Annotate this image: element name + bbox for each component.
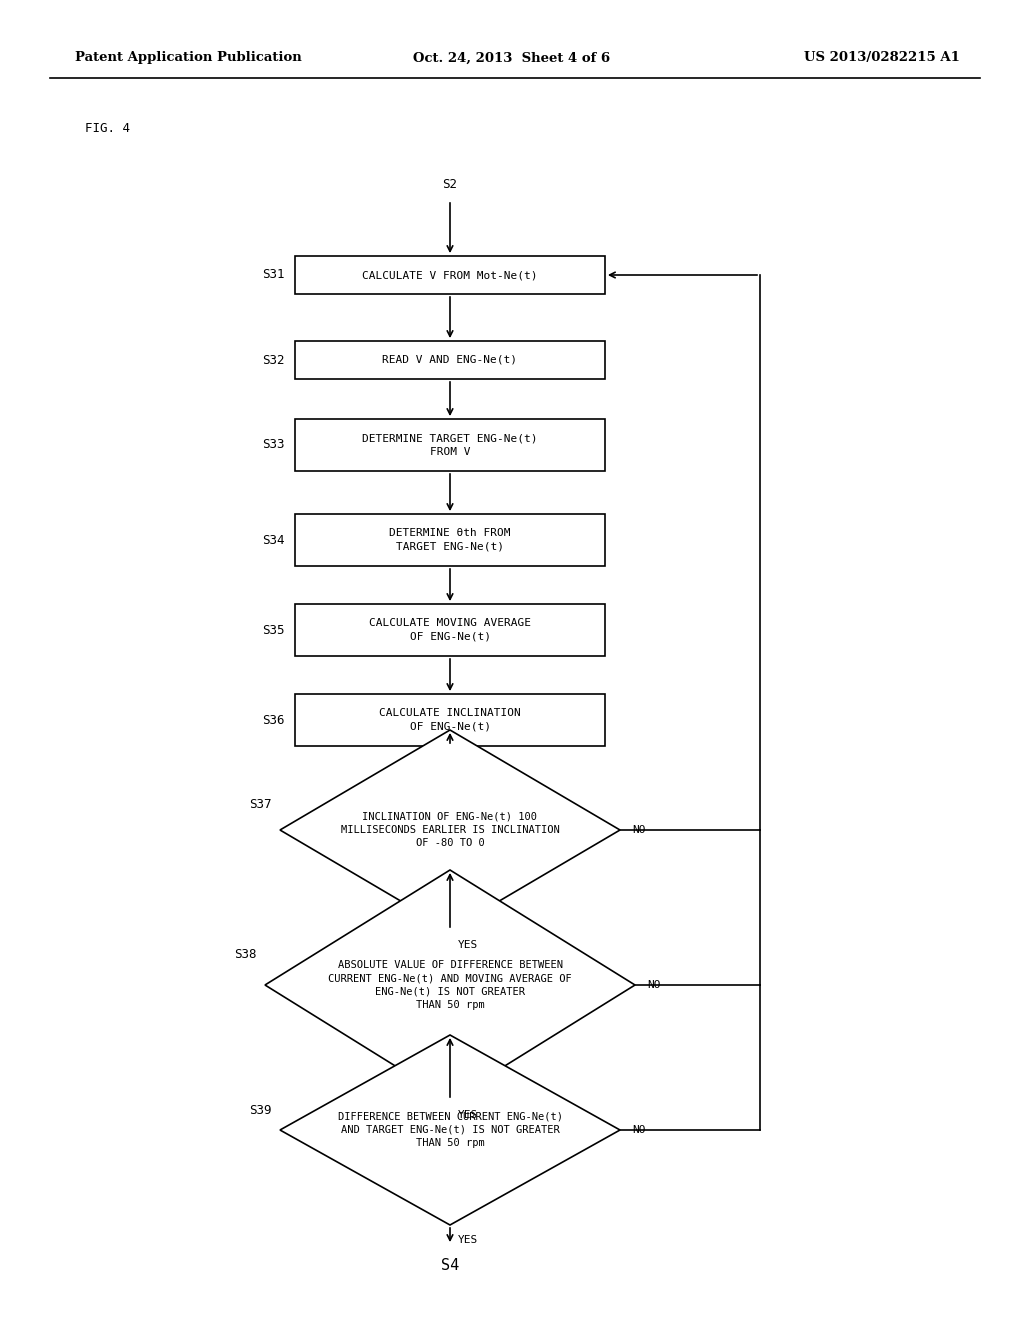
Bar [295, 418, 605, 471]
Bar [295, 341, 605, 379]
Text: S35: S35 [262, 623, 285, 636]
Text: S39: S39 [250, 1104, 272, 1117]
Bar [295, 605, 605, 656]
Text: S34: S34 [262, 533, 285, 546]
Text: ABSOLUTE VALUE OF DIFFERENCE BETWEEN
CURRENT ENG-Ne(t) AND MOVING AVERAGE OF
ENG: ABSOLUTE VALUE OF DIFFERENCE BETWEEN CUR… [328, 960, 571, 1010]
Bar [295, 694, 605, 746]
Text: READ V AND ENG-Ne(t): READ V AND ENG-Ne(t) [383, 355, 517, 366]
Text: CALCULATE V FROM Mot-Ne(t): CALCULATE V FROM Mot-Ne(t) [362, 271, 538, 280]
Text: US 2013/0282215 A1: US 2013/0282215 A1 [804, 51, 961, 65]
Text: NO: NO [632, 825, 645, 836]
Text: NO: NO [647, 979, 660, 990]
Text: S38: S38 [234, 949, 257, 961]
Text: S33: S33 [262, 438, 285, 451]
Text: S31: S31 [262, 268, 285, 281]
Text: S2: S2 [442, 178, 458, 191]
Text: CALCULATE MOVING AVERAGE
OF ENG-Ne(t): CALCULATE MOVING AVERAGE OF ENG-Ne(t) [369, 618, 531, 642]
Text: INCLINATION OF ENG-Ne(t) 100
MILLISECONDS EARLIER IS INCLINATION
OF -80 TO 0: INCLINATION OF ENG-Ne(t) 100 MILLISECOND… [341, 812, 559, 849]
Text: DIFFERENCE BETWEEN CURRENT ENG-Ne(t)
AND TARGET ENG-Ne(t) IS NOT GREATER
THAN 50: DIFFERENCE BETWEEN CURRENT ENG-Ne(t) AND… [338, 1111, 562, 1148]
Text: YES: YES [458, 940, 478, 950]
Polygon shape [280, 730, 620, 931]
Text: CALCULATE INCLINATION
OF ENG-Ne(t): CALCULATE INCLINATION OF ENG-Ne(t) [379, 709, 521, 731]
Text: S4: S4 [441, 1258, 459, 1272]
Text: FIG. 4: FIG. 4 [85, 121, 130, 135]
Text: S36: S36 [262, 714, 285, 726]
Text: YES: YES [458, 1110, 478, 1119]
Bar [295, 513, 605, 566]
Text: DETERMINE θth FROM
TARGET ENG-Ne(t): DETERMINE θth FROM TARGET ENG-Ne(t) [389, 528, 511, 552]
Polygon shape [280, 1035, 620, 1225]
Text: NO: NO [632, 1125, 645, 1135]
Text: DETERMINE TARGET ENG-Ne(t)
FROM V: DETERMINE TARGET ENG-Ne(t) FROM V [362, 433, 538, 457]
Text: S37: S37 [250, 799, 272, 812]
Text: S32: S32 [262, 354, 285, 367]
Text: Patent Application Publication: Patent Application Publication [75, 51, 302, 65]
Bar [295, 256, 605, 294]
Text: YES: YES [458, 1236, 478, 1245]
Polygon shape [265, 870, 635, 1100]
Text: Oct. 24, 2013  Sheet 4 of 6: Oct. 24, 2013 Sheet 4 of 6 [414, 51, 610, 65]
